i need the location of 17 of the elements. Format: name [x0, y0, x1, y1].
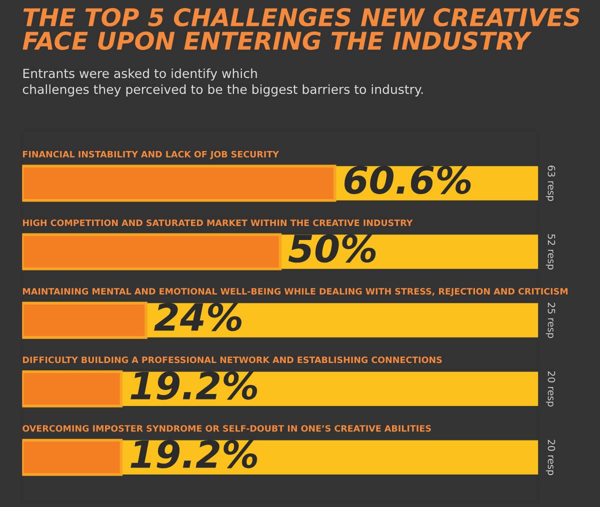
y-tick-label: OVERCOMING IMPOSTER SYNDROME OR SELF-DOUBT IN ONE’S CREATIVE ABILITIES: [22, 425, 431, 432]
text: 20 resp: [546, 371, 556, 407]
y-tick-label: DIFFICULTY BUILDING A PROFESSIONAL NETWORK AND ESTABLISHING CONNECTIONS: [23, 356, 442, 364]
y-tick-label: HIGH COMPETITION AND SATURATED MARKET WITHIN THE CREATIVE INDUSTRY: [23, 219, 413, 226]
text: 20 resp: [546, 440, 556, 476]
text: 25 resp: [546, 302, 556, 338]
data-label: 19.2%: [130, 371, 258, 400]
y-tick-label: FINANCIAL INSTABILITY AND LACK OF JOB SECURITY: [23, 150, 280, 160]
text: 52 resp: [546, 234, 556, 270]
data-label: 24%: [154, 302, 242, 332]
chart-subtitle: Entrants were asked to identify which challenges they perceived to be the biggest barriers to industry.: [22, 68, 423, 96]
chart-title: THE TOP 5 CHALLENGES NEW CREATIVES FACE UPON ENTERING THE INDUSTRY: [22, 8, 580, 50]
data-label: 50%: [288, 234, 376, 263]
text: 63 resp: [546, 166, 556, 201]
data-label: 60.6%: [344, 166, 471, 194]
y-tick-label: MAINTAINING MENTAL AND EMOTIONAL WELL-BEING WHILE DEALING WITH STRESS, REJECTION AND CRITICISM: [23, 288, 568, 296]
data-label: 19.2%: [130, 440, 258, 468]
